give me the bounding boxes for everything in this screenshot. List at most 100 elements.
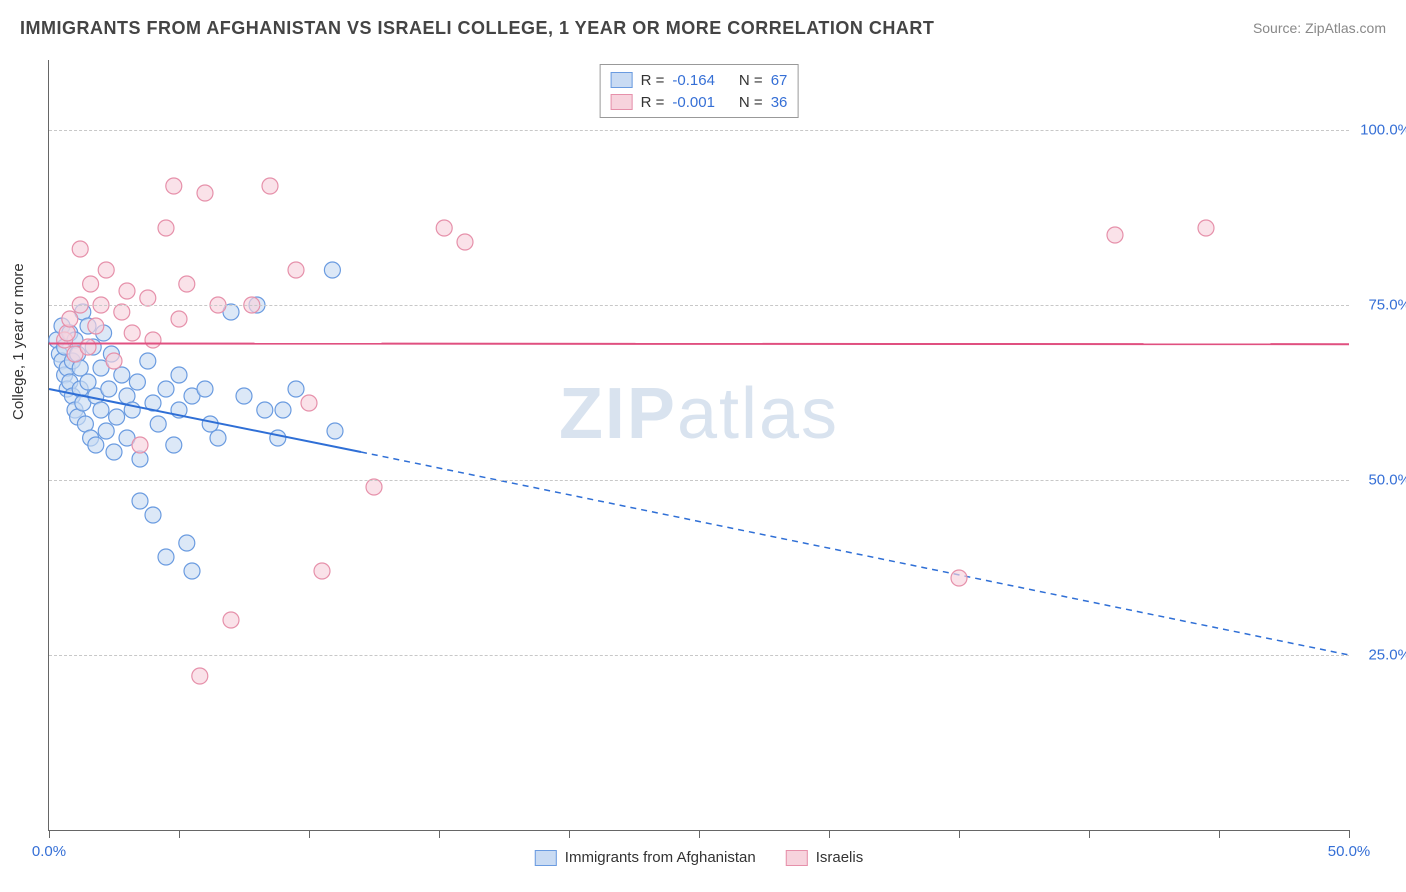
n-label: N = (739, 72, 763, 89)
data-point-afghan (236, 388, 252, 404)
y-tick-label: 100.0% (1355, 122, 1406, 139)
data-point-israeli (951, 570, 967, 586)
r-label: R = (641, 72, 665, 89)
data-point-afghan (145, 507, 161, 523)
data-point-israeli (98, 262, 114, 278)
legend-series: Immigrants from Afghanistan Israelis (535, 849, 863, 866)
source-name: ZipAtlas.com (1305, 20, 1386, 36)
chart-header: IMMIGRANTS FROM AFGHANISTAN VS ISRAELI C… (20, 18, 1386, 44)
data-point-israeli (301, 395, 317, 411)
x-tick (1089, 830, 1090, 838)
gridline-h (49, 305, 1349, 306)
data-point-afghan (210, 430, 226, 446)
data-point-afghan (166, 437, 182, 453)
data-point-afghan (275, 402, 291, 418)
legend-stats: R = -0.164 N = 67 R = -0.001 N = 36 (600, 64, 799, 118)
r-value-afghan: -0.164 (672, 72, 715, 89)
source-prefix: Source: (1253, 20, 1305, 36)
data-point-israeli (106, 353, 122, 369)
data-point-israeli (197, 185, 213, 201)
data-point-israeli (171, 311, 187, 327)
data-point-israeli (80, 339, 96, 355)
x-tick (439, 830, 440, 838)
data-point-israeli (436, 220, 452, 236)
n-label: N = (739, 94, 763, 111)
data-point-afghan (80, 374, 96, 390)
y-tick-label: 25.0% (1355, 647, 1406, 664)
data-point-israeli (158, 220, 174, 236)
data-point-afghan (158, 549, 174, 565)
data-point-israeli (114, 304, 130, 320)
data-point-israeli (62, 311, 78, 327)
data-point-israeli (288, 262, 304, 278)
data-point-israeli (145, 332, 161, 348)
data-point-afghan (106, 444, 122, 460)
data-point-afghan (114, 367, 130, 383)
r-label: R = (641, 94, 665, 111)
data-point-afghan (88, 437, 104, 453)
data-point-israeli (88, 318, 104, 334)
legend-item-israeli: Israelis (786, 849, 864, 866)
n-value-afghan: 67 (771, 72, 788, 89)
data-point-afghan (101, 381, 117, 397)
data-point-afghan (132, 493, 148, 509)
data-point-israeli (166, 178, 182, 194)
x-tick-label: 0.0% (32, 843, 66, 860)
x-tick (1219, 830, 1220, 838)
source-attribution: Source: ZipAtlas.com (1253, 20, 1386, 36)
data-point-afghan (179, 535, 195, 551)
legend-item-afghan: Immigrants from Afghanistan (535, 849, 756, 866)
data-point-afghan (93, 402, 109, 418)
data-point-afghan (202, 416, 218, 432)
gridline-h (49, 480, 1349, 481)
gridline-h (49, 130, 1349, 131)
x-tick (309, 830, 310, 838)
data-point-israeli (1107, 227, 1123, 243)
data-point-afghan (129, 374, 145, 390)
y-tick-label: 50.0% (1355, 472, 1406, 489)
data-point-israeli (119, 283, 135, 299)
x-tick-label: 50.0% (1328, 843, 1371, 860)
x-tick (1349, 830, 1350, 838)
data-point-afghan (257, 402, 273, 418)
swatch-afghan (535, 850, 557, 866)
x-tick (179, 830, 180, 838)
data-point-israeli (1198, 220, 1214, 236)
x-tick (699, 830, 700, 838)
x-tick (49, 830, 50, 838)
data-point-israeli (192, 668, 208, 684)
data-point-afghan (109, 409, 125, 425)
r-value-israeli: -0.001 (672, 94, 715, 111)
data-point-israeli (223, 612, 239, 628)
plot-area: ZIPatlas R = -0.164 N = 67 R = -0.001 N … (48, 60, 1349, 831)
gridline-h (49, 655, 1349, 656)
data-point-afghan (184, 563, 200, 579)
swatch-israeli (611, 94, 633, 110)
data-point-afghan (140, 353, 156, 369)
x-tick (829, 830, 830, 838)
legend-stats-row-afghan: R = -0.164 N = 67 (611, 69, 788, 91)
x-tick (959, 830, 960, 838)
data-point-israeli (132, 437, 148, 453)
swatch-afghan (611, 72, 633, 88)
data-point-israeli (59, 325, 75, 341)
legend-label-israeli: Israelis (816, 849, 864, 866)
data-point-afghan (197, 381, 213, 397)
data-point-israeli (366, 479, 382, 495)
legend-stats-row-israeli: R = -0.001 N = 36 (611, 91, 788, 113)
y-axis-label: College, 1 year or more (10, 263, 27, 420)
data-point-israeli (179, 276, 195, 292)
data-point-israeli (124, 325, 140, 341)
plot-svg (49, 60, 1349, 830)
data-point-israeli (140, 290, 156, 306)
y-tick-label: 75.0% (1355, 297, 1406, 314)
data-point-afghan (150, 416, 166, 432)
regression-line-dashed-afghan (361, 452, 1349, 655)
regression-line-israeli (49, 344, 1349, 345)
data-point-israeli (83, 276, 99, 292)
legend-label-afghan: Immigrants from Afghanistan (565, 849, 756, 866)
data-point-afghan (327, 423, 343, 439)
swatch-israeli (786, 850, 808, 866)
data-point-afghan (270, 430, 286, 446)
chart-title: IMMIGRANTS FROM AFGHANISTAN VS ISRAELI C… (20, 18, 934, 38)
